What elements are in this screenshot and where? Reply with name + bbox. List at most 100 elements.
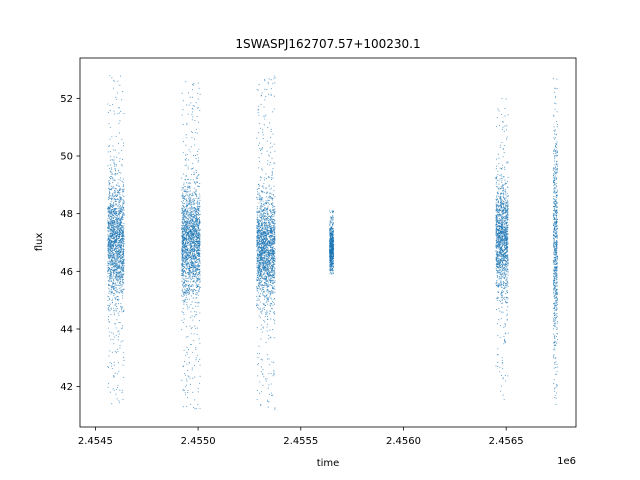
data-point xyxy=(198,245,200,248)
data-point xyxy=(110,229,112,231)
data-point xyxy=(113,307,115,309)
data-point xyxy=(115,275,117,277)
data-point xyxy=(108,249,110,251)
data-point xyxy=(195,259,197,262)
data-point xyxy=(116,277,118,279)
data-point xyxy=(187,250,189,252)
data-point xyxy=(182,238,184,240)
data-point xyxy=(109,268,111,270)
data-point xyxy=(116,207,118,209)
data-point xyxy=(187,213,189,215)
data-point xyxy=(108,213,110,215)
data-point xyxy=(271,267,274,269)
data-point xyxy=(182,194,184,196)
data-point xyxy=(111,221,113,223)
data-point xyxy=(117,273,119,275)
data-point xyxy=(115,255,117,257)
data-point xyxy=(107,271,109,273)
data-point xyxy=(197,159,199,161)
data-point xyxy=(265,173,267,175)
data-point xyxy=(110,293,112,295)
data-point xyxy=(111,237,114,239)
data-point xyxy=(193,254,195,256)
data-point xyxy=(195,194,197,196)
data-point xyxy=(183,278,185,280)
data-point xyxy=(113,159,115,161)
data-point xyxy=(190,214,192,216)
data-point xyxy=(192,265,194,267)
data-point xyxy=(107,239,109,242)
data-point xyxy=(194,138,196,140)
data-point xyxy=(109,241,111,243)
data-point xyxy=(183,271,185,273)
data-point xyxy=(121,281,123,283)
data-point xyxy=(198,290,200,292)
data-point xyxy=(269,203,271,205)
data-point xyxy=(120,206,122,208)
data-point xyxy=(117,239,120,241)
data-point xyxy=(122,207,125,209)
data-point xyxy=(187,349,190,351)
data-point xyxy=(268,279,270,281)
data-point xyxy=(119,272,121,274)
data-point xyxy=(258,345,260,347)
data-point xyxy=(193,340,195,342)
data-point xyxy=(109,183,111,185)
data-point xyxy=(120,302,122,304)
data-point xyxy=(111,230,113,232)
data-point xyxy=(194,246,196,248)
data-point xyxy=(267,219,269,221)
data-point xyxy=(108,252,110,254)
data-point xyxy=(273,229,275,231)
data-point xyxy=(110,245,112,247)
data-point xyxy=(123,288,125,290)
data-point xyxy=(198,207,200,209)
data-point xyxy=(272,209,274,211)
data-point xyxy=(115,296,117,298)
data-point xyxy=(187,178,189,180)
data-point xyxy=(193,155,195,157)
data-point xyxy=(262,373,264,375)
data-point xyxy=(188,220,190,222)
data-point xyxy=(184,392,186,394)
data-point xyxy=(188,284,191,286)
data-point xyxy=(185,277,187,279)
data-point xyxy=(186,223,188,225)
data-point xyxy=(272,233,274,235)
data-point xyxy=(117,292,119,294)
data-point xyxy=(188,216,190,218)
data-point xyxy=(259,198,261,200)
data-point xyxy=(194,240,196,242)
data-point xyxy=(110,285,112,287)
data-point xyxy=(196,334,198,336)
data-point xyxy=(109,205,111,207)
data-point xyxy=(197,234,199,236)
data-point xyxy=(113,79,115,81)
data-point xyxy=(117,213,119,215)
data-point xyxy=(269,222,271,224)
data-point xyxy=(183,365,185,367)
data-point xyxy=(273,210,275,212)
data-point xyxy=(184,245,186,247)
data-point xyxy=(194,244,197,246)
data-point xyxy=(262,190,264,193)
data-point xyxy=(196,224,198,227)
data-point xyxy=(189,260,191,262)
data-point xyxy=(118,275,120,277)
data-point xyxy=(114,232,116,235)
data-point xyxy=(188,306,190,308)
data-point xyxy=(182,245,184,247)
data-point xyxy=(192,377,194,379)
data-point xyxy=(109,236,111,238)
data-point xyxy=(123,236,125,238)
data-point xyxy=(195,262,197,264)
data-point xyxy=(108,304,110,307)
data-point xyxy=(189,199,191,201)
data-point xyxy=(182,109,184,111)
data-point xyxy=(193,406,195,409)
data-point xyxy=(114,210,116,212)
data-point xyxy=(182,219,184,221)
data-point xyxy=(109,220,111,222)
data-point xyxy=(187,166,189,168)
data-point xyxy=(183,243,185,245)
